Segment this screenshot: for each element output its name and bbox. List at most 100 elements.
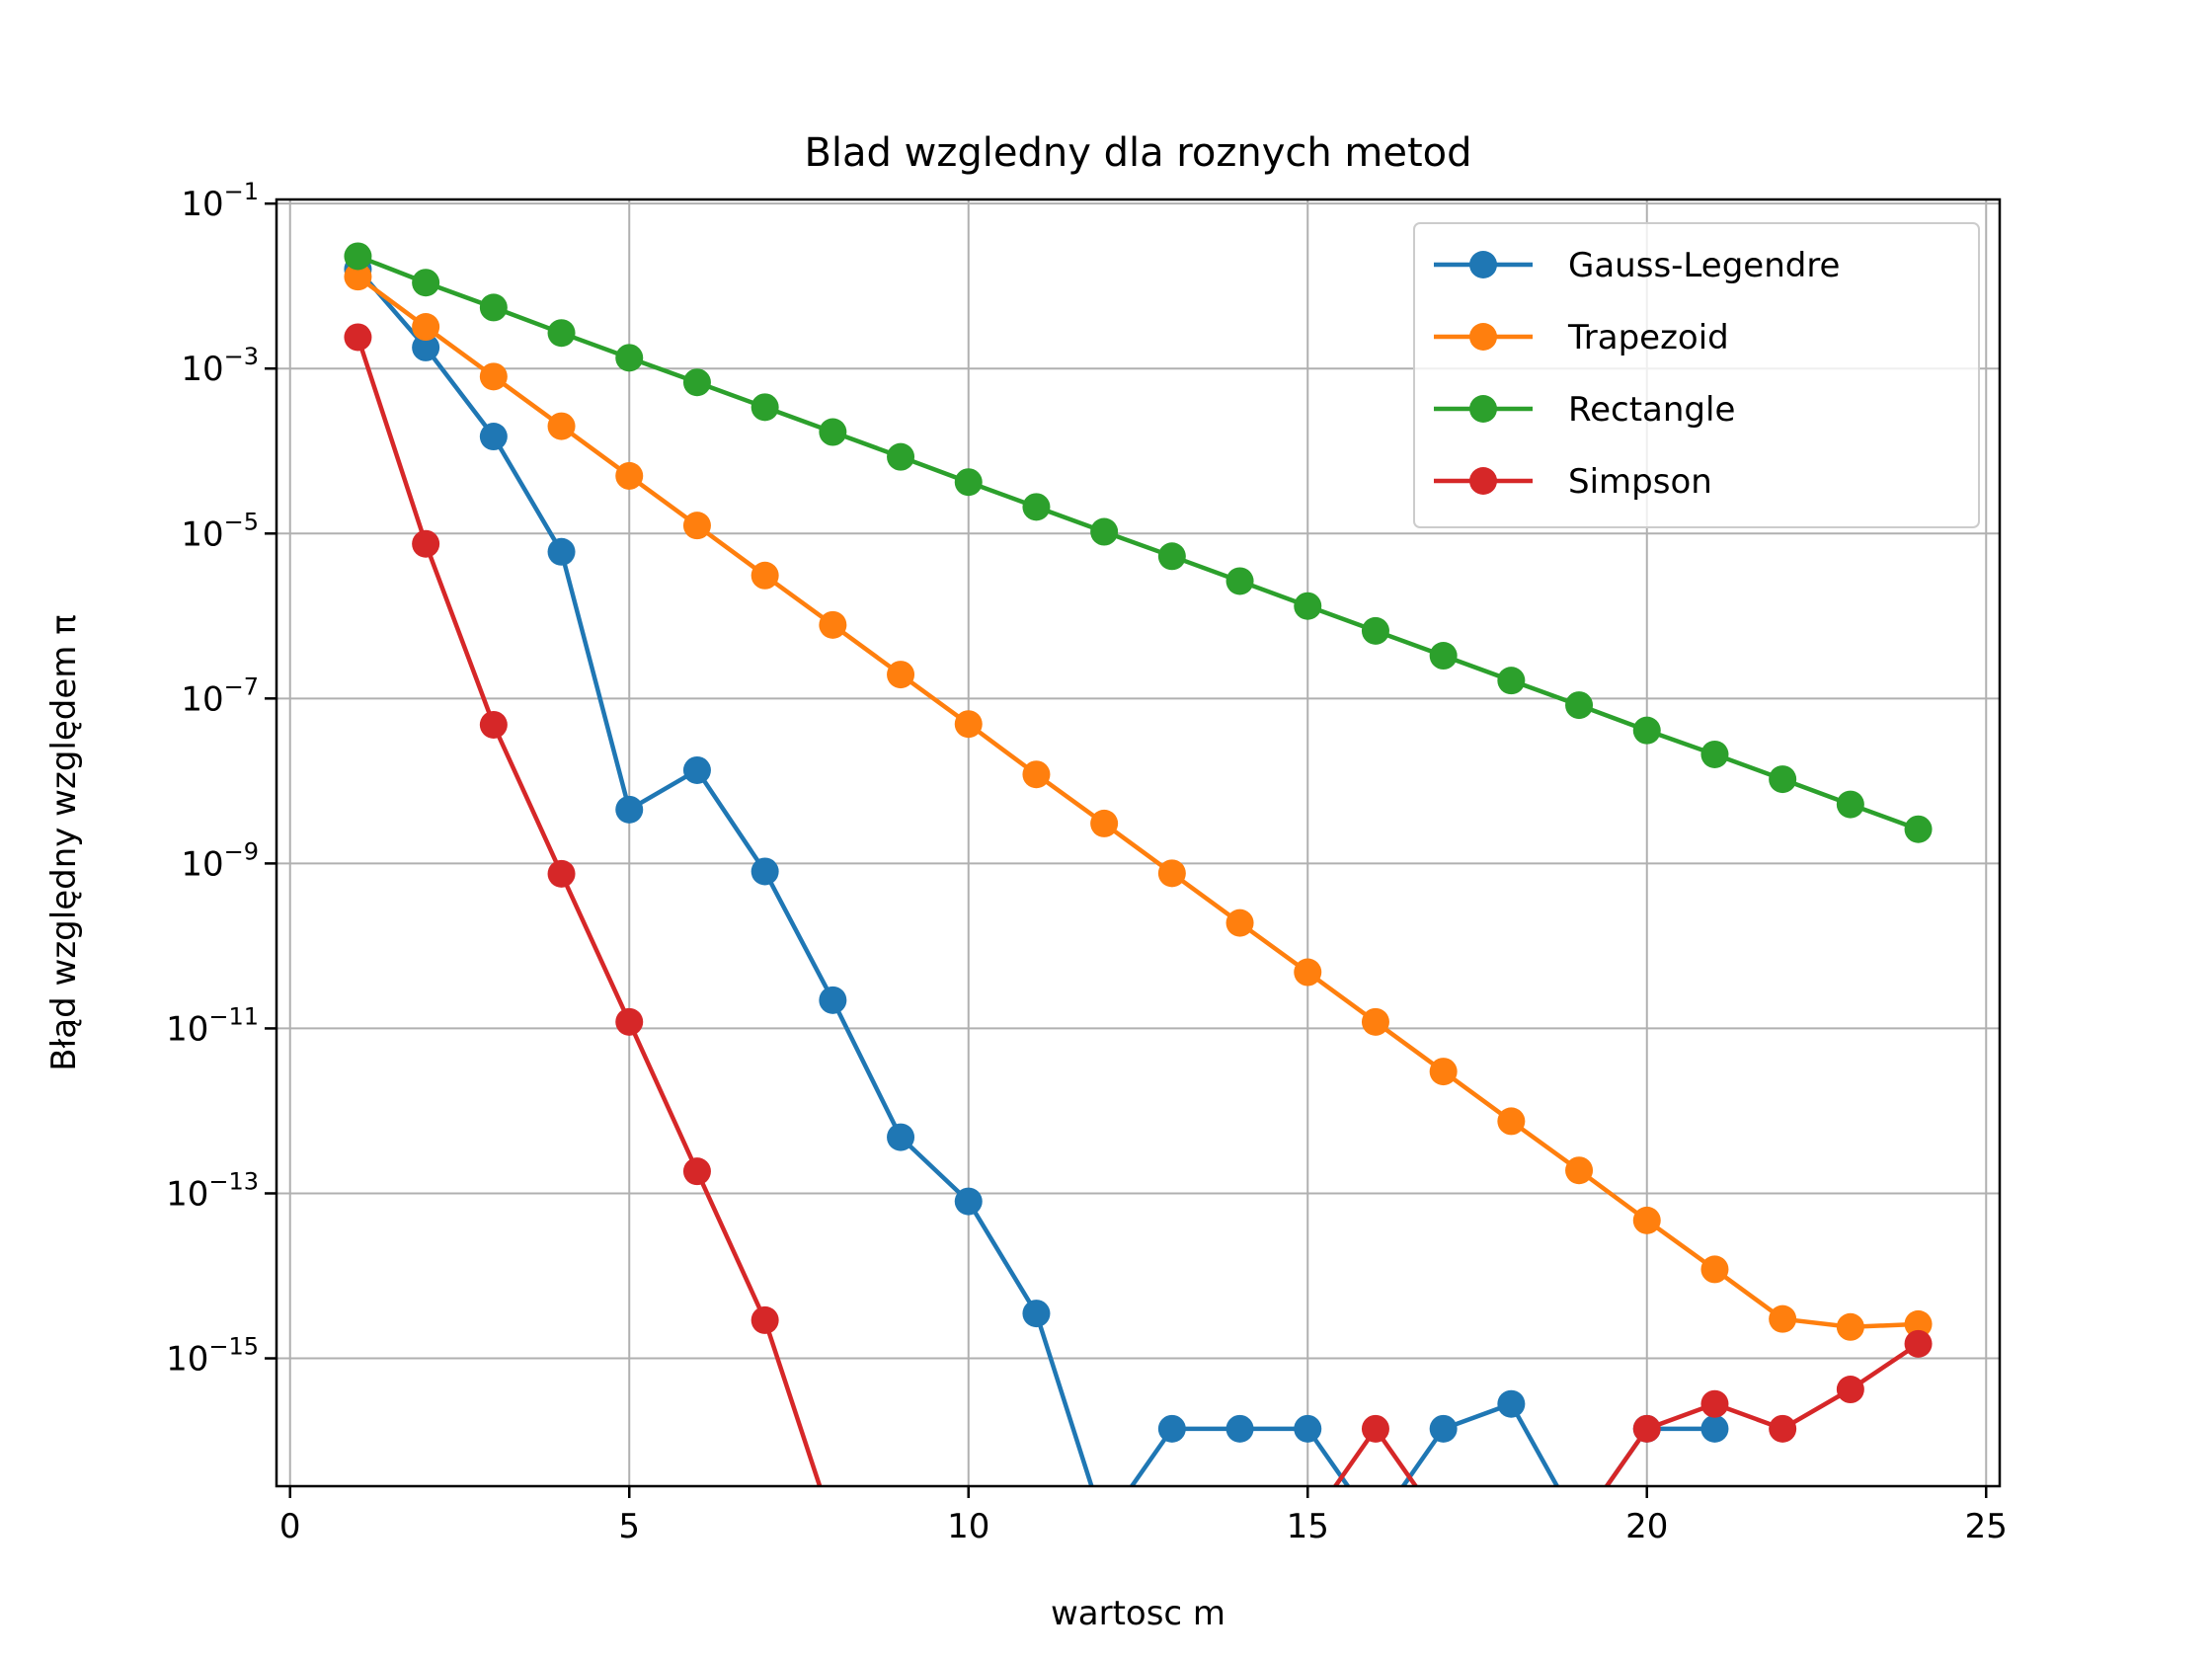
data-point <box>1836 1312 1864 1341</box>
data-point <box>1294 958 1322 987</box>
data-point <box>412 333 440 361</box>
data-point <box>1497 667 1526 695</box>
y-tick-label: 10−9 <box>181 837 259 884</box>
data-point <box>1429 642 1458 671</box>
data-point <box>750 857 779 886</box>
x-tick-label: 15 <box>1287 1507 1329 1546</box>
data-point <box>954 710 983 739</box>
chart-title: Blad wzgledny dla roznych metod <box>804 130 1471 176</box>
data-point <box>1090 809 1119 837</box>
legend-marker <box>1469 251 1497 278</box>
data-point <box>1361 616 1389 645</box>
y-tick-label: 10−3 <box>181 343 259 389</box>
data-point <box>615 1007 644 1036</box>
data-point <box>954 468 983 497</box>
data-point <box>887 661 915 689</box>
y-tick-label: 10−13 <box>166 1167 259 1214</box>
series-simpson <box>344 323 1933 1486</box>
y-tick-label: 10−1 <box>181 178 259 224</box>
legend-marker <box>1469 467 1497 495</box>
data-point <box>682 512 711 540</box>
legend-marker <box>1469 323 1497 351</box>
legend-box <box>1413 222 1980 528</box>
data-point <box>1769 1304 1797 1333</box>
plot-frame <box>275 198 2002 1488</box>
data-point <box>1497 1107 1526 1136</box>
data-point <box>1700 1255 1729 1284</box>
data-point <box>412 313 440 342</box>
legend-item: Trapezoid <box>1434 318 1729 357</box>
data-point <box>1022 1300 1051 1328</box>
data-point <box>344 242 372 271</box>
data-point <box>1225 1414 1254 1443</box>
data-point <box>682 755 711 784</box>
data-point <box>1022 760 1051 789</box>
x-tick-label: 10 <box>947 1507 989 1546</box>
legend-item: Gauss-Legendre <box>1434 246 1840 285</box>
data-point <box>1090 517 1119 546</box>
x-tick-label: 5 <box>618 1507 640 1546</box>
data-point <box>1294 592 1322 620</box>
data-point <box>1632 716 1661 745</box>
data-point <box>954 1187 983 1216</box>
data-point <box>479 362 508 391</box>
data-point <box>819 610 847 639</box>
data-point <box>750 393 779 422</box>
data-point <box>1769 765 1797 794</box>
data-point <box>1225 567 1254 595</box>
data-point <box>547 537 576 566</box>
legend-label: Trapezoid <box>1567 318 1729 357</box>
data-point <box>479 423 508 451</box>
legend-marker <box>1469 395 1497 423</box>
data-point <box>1565 691 1594 720</box>
legend-label: Rectangle <box>1568 390 1735 430</box>
data-point <box>1904 1309 1933 1338</box>
data-point <box>1836 1376 1864 1404</box>
data-point <box>1157 542 1186 571</box>
data-point <box>887 1123 915 1151</box>
data-point <box>887 442 915 471</box>
x-tick-label: 20 <box>1625 1507 1668 1546</box>
data-point <box>750 1305 779 1334</box>
x-tick-label: 25 <box>1965 1507 2008 1546</box>
y-tick-label: 10−11 <box>166 1002 259 1049</box>
data-point <box>615 461 644 490</box>
data-point <box>547 412 576 440</box>
data-point <box>1632 1206 1661 1234</box>
data-point <box>682 368 711 397</box>
series-line <box>356 336 1920 1486</box>
data-point <box>1700 740 1729 768</box>
legend: Gauss-Legendre Trapezoid Rectangle Simpson <box>1413 222 1980 528</box>
series-trapezoid <box>344 263 1933 1341</box>
data-point <box>1700 1389 1729 1418</box>
series-layer <box>344 242 1933 1486</box>
grid <box>276 199 2000 1486</box>
data-point <box>750 561 779 590</box>
legend-label: Gauss-Legendre <box>1568 246 1840 285</box>
data-point <box>1225 908 1254 937</box>
data-point <box>819 986 847 1014</box>
legend-label: Simpson <box>1568 462 1712 502</box>
data-point <box>1294 1414 1322 1443</box>
data-point <box>1157 859 1186 888</box>
y-tick-label: 10−5 <box>181 508 259 554</box>
data-point <box>1157 1414 1186 1443</box>
data-point <box>412 529 440 558</box>
data-point <box>1700 1414 1729 1443</box>
data-point <box>547 859 576 888</box>
data-point <box>1565 1156 1594 1185</box>
data-point <box>1022 493 1051 521</box>
data-point <box>412 269 440 297</box>
data-point <box>615 344 644 372</box>
data-point <box>1904 815 1933 843</box>
data-point <box>1769 1414 1797 1443</box>
y-axis-label: Błąd względny względem π <box>44 614 84 1070</box>
legend-item: Rectangle <box>1434 390 1735 430</box>
data-point <box>479 710 508 739</box>
data-point <box>1429 1058 1458 1086</box>
series-rectangle <box>344 242 1933 843</box>
y-tick-label: 10−15 <box>166 1333 259 1380</box>
x-axis-label: wartosc m <box>1051 1594 1225 1633</box>
x-tick-label: 0 <box>279 1507 301 1546</box>
